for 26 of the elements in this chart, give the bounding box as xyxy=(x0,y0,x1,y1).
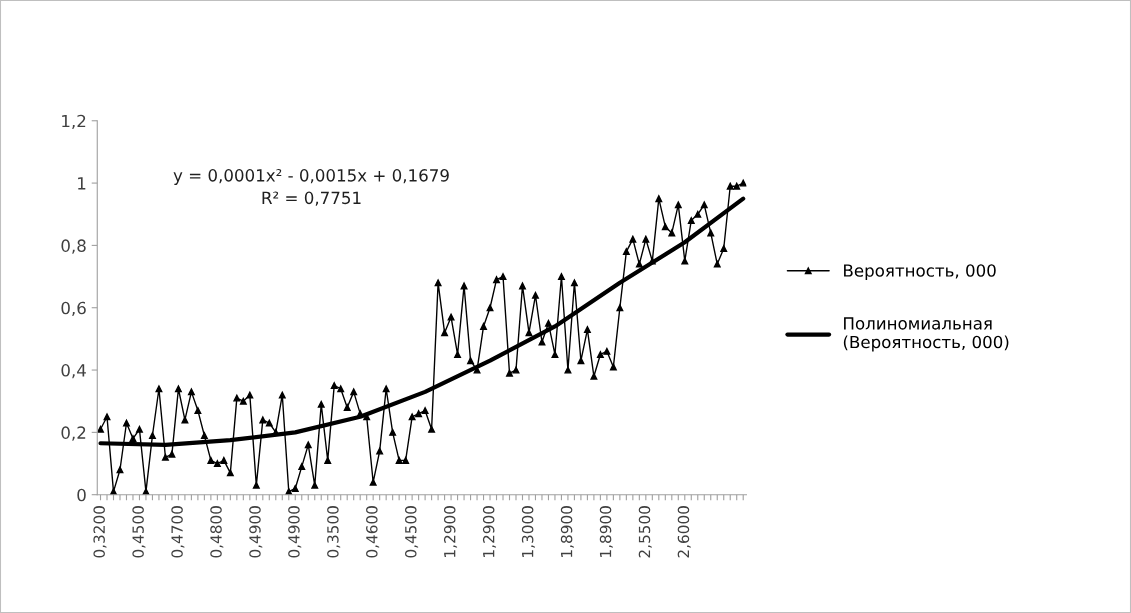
x-tick-label: 1,8900 xyxy=(560,506,574,557)
x-tick-label: 1,2900 xyxy=(482,506,497,557)
x-tick-label: 0,4900 xyxy=(288,506,302,558)
y-tick-label: 1 xyxy=(78,177,86,190)
x-tick-label: 1,2900 xyxy=(443,506,458,557)
legend-label: Полиномиальная (Вероятность, 000) xyxy=(843,317,1009,352)
y-tick-label: 0,2 xyxy=(61,426,86,441)
x-tick-label: 0,4700 xyxy=(171,506,185,558)
x-tick-label: 0,4800 xyxy=(210,506,224,558)
y-tick-label: 0 xyxy=(77,488,86,502)
x-tick-label: 1,8900 xyxy=(599,506,613,557)
x-tick-label: 0,4500 xyxy=(405,506,419,558)
legend-label: Вероятность, 000 xyxy=(844,264,996,281)
y-tick-label: 0,8 xyxy=(61,239,86,254)
x-tick-label: 1,3000 xyxy=(521,506,535,557)
x-tick-label: 2,6000 xyxy=(677,506,691,558)
x-tick-label: 0,3200 xyxy=(93,506,107,558)
x-tick-label: 0,3500 xyxy=(327,506,341,558)
y-tick-label: 0,6 xyxy=(61,301,86,316)
x-tick-label: 0,4500 xyxy=(132,506,146,558)
x-tick-label: 0,4600 xyxy=(366,506,380,558)
y-tick-label: 1,2 xyxy=(62,114,86,130)
y-tick-label: 0,4 xyxy=(61,364,86,379)
x-tick-label: 2,5500 xyxy=(638,506,652,558)
x-tick-label: 0,4900 xyxy=(249,506,263,558)
annotation: y = 0,0001x² - 0,0015x + 0,1679 R² = 0,7751 xyxy=(173,169,449,206)
